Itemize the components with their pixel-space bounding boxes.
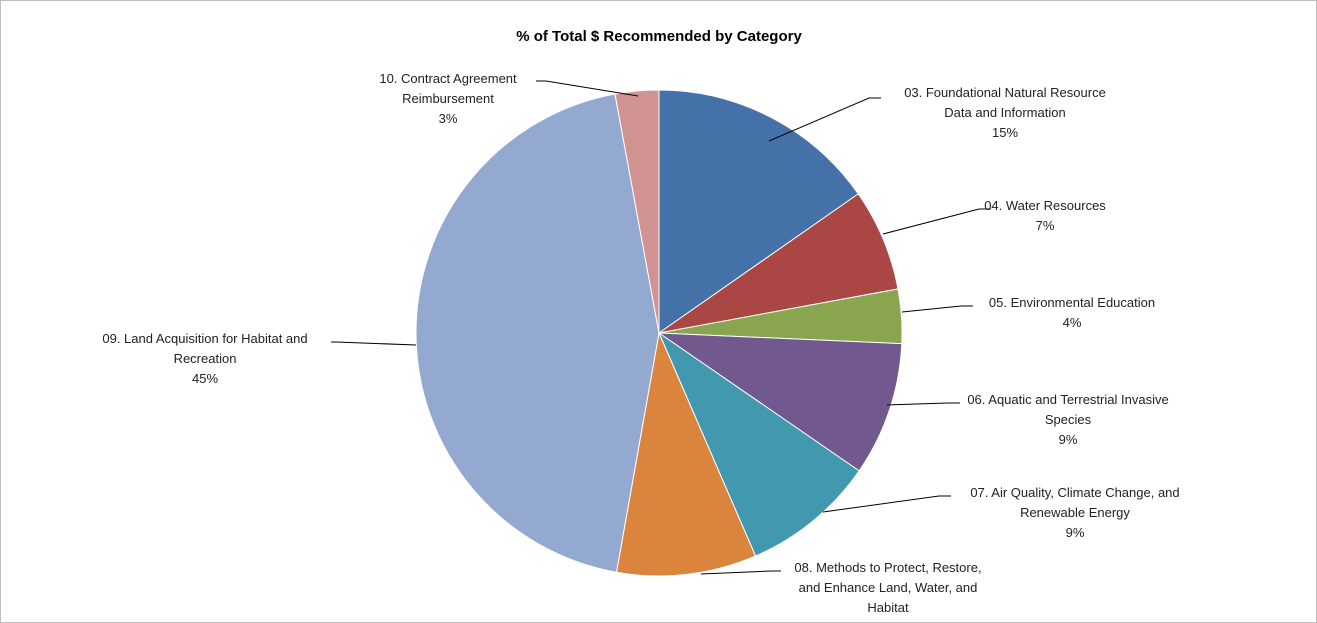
pie-slice-4 [657, 332, 903, 472]
slice-percent-label: 7% [1036, 218, 1055, 233]
slice-percent-label: 4% [1063, 315, 1082, 330]
chart-title: % of Total $ Recommended by Category [516, 28, 802, 45]
slice-name-line: Recreation [174, 351, 237, 366]
slice-name-line: 10. Contract Agreement [379, 71, 517, 86]
slice-name-line: Species [1045, 412, 1092, 427]
slice-label-5: 07. Air Quality, Climate Change, and Rene… [970, 485, 1179, 540]
slice-name-line: and Enhance Land, Water, and [799, 580, 978, 595]
leader-line-3 [901, 305, 973, 313]
pie-slice-5 [657, 331, 860, 557]
slice-name-line: Reimbursement [402, 91, 494, 106]
pie-slice-1 [658, 89, 859, 334]
leader-line-4 [886, 402, 960, 406]
slice-label-7: 09. Land Acquisition for Habitat and Recr… [102, 331, 307, 386]
leader-line-6 [700, 570, 781, 575]
slice-name-line: Data and Information [944, 105, 1065, 120]
leader-line-8 [536, 80, 639, 97]
slice-name-line: 05. Environmental Education [989, 295, 1155, 310]
slice-name-line: 08. Methods to Protect, Restore, [794, 560, 981, 575]
slices-group [415, 89, 903, 577]
pie-slice-7 [415, 93, 660, 573]
slice-label-3: 05. Environmental Education 4% [989, 295, 1155, 330]
slice-percent-label: 9% [1059, 432, 1078, 447]
slice-percent-label: 9% [1066, 525, 1085, 540]
slice-percent-label: 15% [992, 125, 1018, 140]
slice-name-line: 03. Foundational Natural Resource [904, 85, 1106, 100]
labels-group: 03. Foundational Natural Resource Data an… [102, 71, 1179, 615]
pie-slice-8 [614, 89, 660, 334]
slice-name-line: 06. Aquatic and Terrestrial Invasive [967, 392, 1168, 407]
leader-line-7 [331, 341, 417, 346]
slice-name-line: 07. Air Quality, Climate Change, and [970, 485, 1179, 500]
leader-lines-group [331, 80, 991, 575]
leader-line-2 [882, 208, 991, 235]
leader-line-5 [822, 495, 951, 513]
slice-label-4: 06. Aquatic and Terrestrial Invasive Spec… [967, 392, 1168, 447]
slice-percent-label: 3% [439, 111, 458, 126]
slice-name-line: Habitat [867, 600, 909, 615]
slice-name-line: 04. Water Resources [984, 198, 1106, 213]
leader-line-1 [768, 97, 881, 142]
slice-percent-label: 45% [192, 371, 218, 386]
slice-name-line: Renewable Energy [1020, 505, 1130, 520]
slice-label-6: 08. Methods to Protect, Restore, and Enha… [794, 560, 981, 615]
slice-label-2: 04. Water Resources 7% [984, 198, 1106, 233]
slice-label-1: 03. Foundational Natural Resource Data an… [904, 85, 1106, 140]
slice-name-line: 09. Land Acquisition for Habitat and [102, 331, 307, 346]
slice-label-8: 10. Contract Agreement Reimbursement 3% [379, 71, 517, 126]
pie-slice-6 [615, 331, 757, 577]
